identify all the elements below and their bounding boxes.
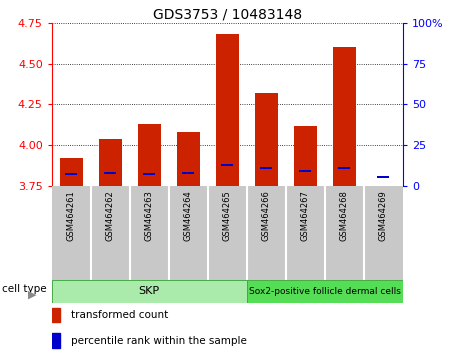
Bar xyxy=(52,280,247,303)
Bar xyxy=(255,93,278,186)
Text: GSM464267: GSM464267 xyxy=(301,190,310,241)
Bar xyxy=(52,308,60,322)
Text: GSM464265: GSM464265 xyxy=(223,190,232,241)
Text: cell type: cell type xyxy=(2,284,47,295)
Text: GSM464268: GSM464268 xyxy=(340,190,349,241)
Bar xyxy=(144,173,155,176)
Bar xyxy=(372,186,395,189)
Text: percentile rank within the sample: percentile rank within the sample xyxy=(71,336,247,346)
Title: GDS3753 / 10483148: GDS3753 / 10483148 xyxy=(153,8,302,22)
Text: GSM464261: GSM464261 xyxy=(67,190,76,241)
Text: ▶: ▶ xyxy=(28,290,36,300)
Bar xyxy=(104,172,116,174)
Bar xyxy=(221,164,233,166)
Text: GSM464266: GSM464266 xyxy=(262,190,271,241)
Bar xyxy=(293,126,317,186)
Bar xyxy=(59,158,83,186)
Text: Sox2-positive follicle dermal cells: Sox2-positive follicle dermal cells xyxy=(249,287,400,296)
Text: SKP: SKP xyxy=(139,286,160,296)
Text: GSM464264: GSM464264 xyxy=(184,190,193,241)
Text: GSM464269: GSM464269 xyxy=(379,190,388,241)
Bar xyxy=(261,167,272,169)
Text: GSM464262: GSM464262 xyxy=(106,190,115,241)
Text: GSM464263: GSM464263 xyxy=(145,190,154,241)
Bar xyxy=(65,173,77,176)
Bar xyxy=(247,280,403,303)
Text: transformed count: transformed count xyxy=(71,310,168,320)
Bar xyxy=(99,139,122,186)
Bar xyxy=(52,333,60,348)
Bar xyxy=(182,172,194,174)
Bar xyxy=(299,170,311,172)
Bar xyxy=(138,124,161,186)
Bar xyxy=(338,167,350,169)
Bar xyxy=(333,47,356,186)
Bar xyxy=(176,132,200,186)
Bar xyxy=(378,176,389,178)
Bar xyxy=(216,34,239,186)
